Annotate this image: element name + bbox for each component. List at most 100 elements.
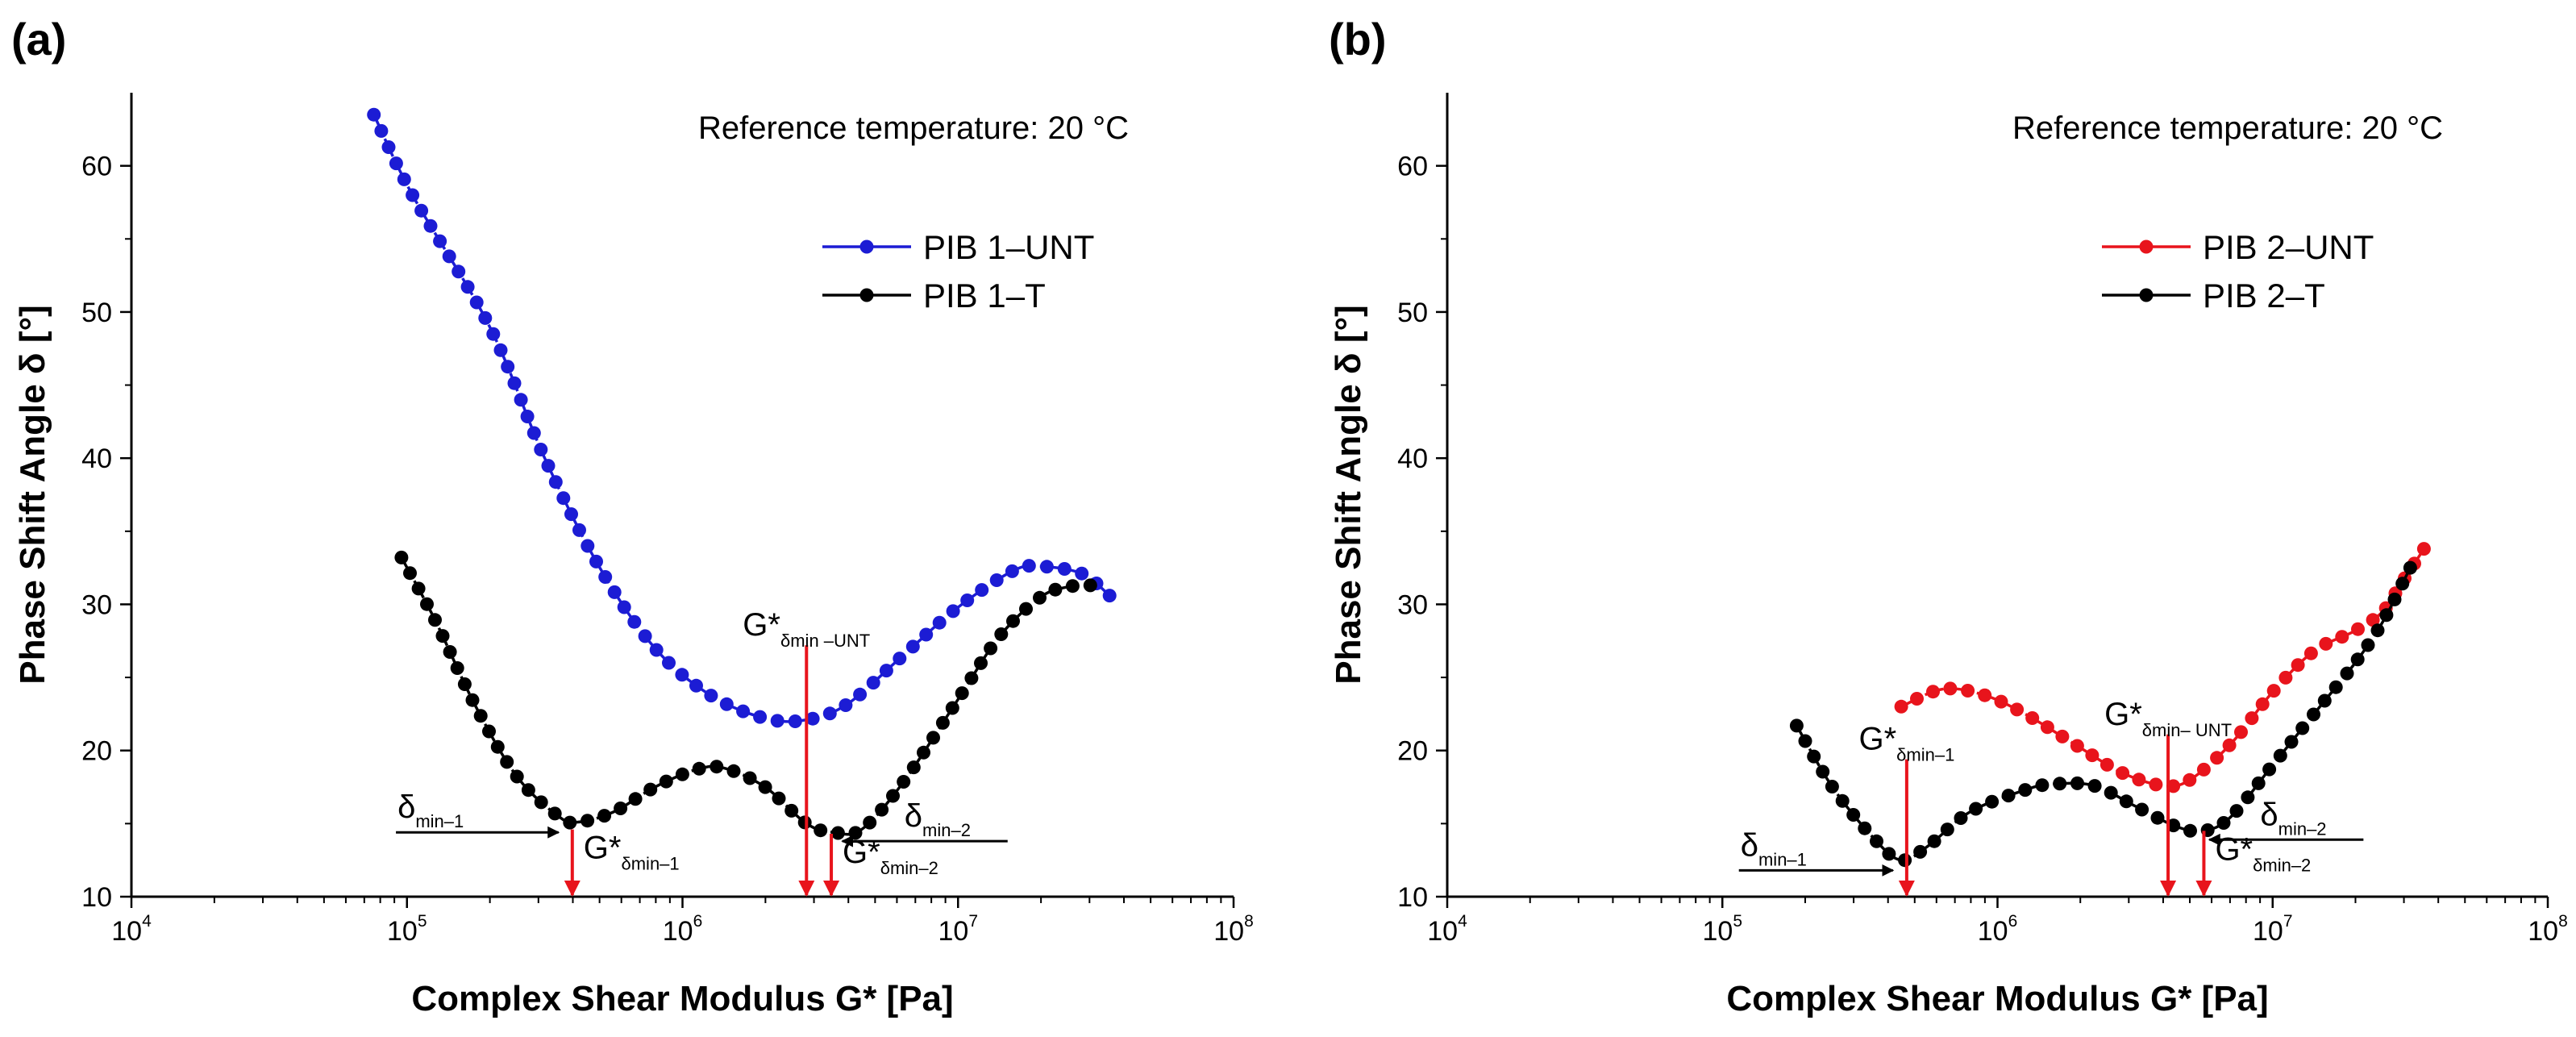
- data-point: [2351, 622, 2365, 636]
- series-line: [400, 556, 1091, 836]
- data-point: [2284, 735, 2299, 749]
- data-point: [482, 724, 496, 739]
- data-point: [770, 714, 784, 728]
- data-point: [675, 767, 689, 781]
- data-point: [643, 782, 658, 797]
- x-tick-label: 108: [1213, 912, 1254, 947]
- x-tick-label: 106: [1978, 912, 2018, 947]
- y-tick-label: 20: [81, 736, 112, 767]
- data-point: [374, 123, 389, 138]
- data-point: [1835, 793, 1850, 808]
- data-point: [2291, 658, 2305, 673]
- data-point: [2183, 823, 2197, 838]
- annotation-delta-min: δmin–2: [905, 798, 971, 840]
- annotation-main: δ: [1741, 827, 1758, 863]
- data-point: [919, 627, 934, 642]
- data-point: [2335, 630, 2349, 644]
- data-point: [469, 295, 484, 310]
- data-point: [2328, 680, 2343, 694]
- data-point: [2216, 816, 2231, 830]
- data-point: [1798, 734, 1812, 748]
- data-point: [866, 676, 880, 690]
- data-point: [1065, 579, 1080, 593]
- data-point: [659, 774, 673, 789]
- data-point: [500, 755, 514, 769]
- y-tick-label: 50: [81, 298, 112, 328]
- data-point: [2150, 810, 2165, 825]
- data-point: [2303, 646, 2318, 660]
- x-tick-label: 107: [2253, 912, 2293, 947]
- data-point: [1943, 681, 1958, 696]
- data-point: [1994, 694, 2008, 709]
- legend-swatch-marker: [859, 288, 874, 302]
- data-point: [2350, 652, 2365, 667]
- data-point: [423, 219, 438, 233]
- x-tick-label: 106: [663, 912, 703, 947]
- data-point: [2135, 802, 2149, 817]
- legend-label: PIB 2–UNT: [2203, 228, 2374, 266]
- annotation-main: δ: [905, 798, 922, 834]
- x-tick-exponent: 5: [1733, 912, 1742, 931]
- data-point: [2132, 773, 2146, 787]
- legend-swatch-marker: [2139, 288, 2154, 302]
- data-point: [394, 550, 409, 564]
- annotation-g-star: G*δmin– UNT: [2104, 697, 2232, 740]
- x-tick-exponent: 4: [142, 912, 152, 931]
- data-point: [946, 604, 960, 618]
- data-point: [521, 783, 535, 798]
- annotation-main: G*: [743, 607, 780, 643]
- data-point: [547, 806, 562, 821]
- data-point: [490, 739, 505, 754]
- data-point: [1033, 590, 1047, 605]
- data-point: [839, 698, 853, 712]
- annotation-g-star: G*δmin–1: [1858, 722, 1954, 765]
- data-point: [534, 443, 548, 456]
- data-point: [1807, 749, 1821, 764]
- data-point: [406, 188, 420, 202]
- data-point: [1019, 602, 1033, 616]
- data-point: [1816, 764, 1830, 779]
- data-point: [614, 802, 628, 815]
- series-t: [1789, 560, 2417, 868]
- data-point: [473, 709, 488, 723]
- data-point: [2222, 738, 2237, 752]
- data-point: [1075, 566, 1089, 581]
- annotation-subscript: min–2: [922, 820, 971, 840]
- y-tick-label: 30: [81, 589, 112, 620]
- data-point: [2100, 757, 2114, 772]
- data-point: [2087, 779, 2102, 793]
- annotation-main: δ: [397, 789, 415, 825]
- x-tick-base: 10: [1427, 916, 1458, 947]
- data-point: [2379, 608, 2394, 623]
- data-point: [726, 764, 741, 778]
- data-point: [675, 668, 689, 682]
- annotation-g-star: G*δmin–1: [584, 831, 680, 874]
- data-point: [486, 327, 501, 341]
- data-point: [501, 360, 515, 374]
- data-point: [2361, 638, 2375, 652]
- data-point: [689, 678, 703, 693]
- x-tick-base: 10: [1978, 916, 2008, 947]
- annotation-main: G*: [2215, 831, 2253, 867]
- data-point: [989, 573, 1004, 587]
- annotation-delta-min: δmin–2: [2260, 797, 2326, 839]
- data-point: [736, 704, 751, 718]
- data-point: [964, 671, 979, 685]
- data-point: [2273, 748, 2287, 763]
- data-point: [457, 677, 472, 691]
- y-tick-label: 10: [81, 882, 112, 913]
- data-point: [1882, 847, 1896, 861]
- data-point: [906, 760, 921, 775]
- data-point: [2295, 721, 2310, 735]
- data-point: [863, 815, 877, 830]
- data-point: [397, 172, 411, 186]
- legend-label: PIB 2–T: [2203, 277, 2325, 314]
- data-point: [1913, 844, 1928, 859]
- data-point: [875, 802, 889, 817]
- reference-temperature-note: Reference temperature: 20 °C: [698, 110, 1129, 146]
- data-point: [1926, 685, 1940, 699]
- data-point: [2166, 779, 2181, 793]
